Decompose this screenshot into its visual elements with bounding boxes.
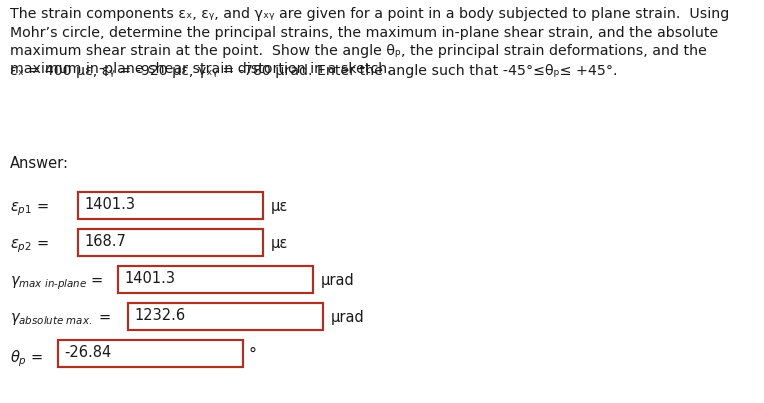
Text: maximum in-plane shear strain distortion in a sketch.: maximum in-plane shear strain distortion… [10, 62, 392, 77]
Text: μrad: μrad [331, 310, 364, 325]
Text: $\theta_{p}$ =: $\theta_{p}$ = [10, 348, 44, 369]
Text: Mohr’s circle, determine the principal strains, the maximum in-plane shear strai: Mohr’s circle, determine the principal s… [10, 25, 718, 39]
Text: -26.84: -26.84 [64, 345, 112, 360]
Text: °: ° [249, 347, 257, 362]
Text: 1401.3: 1401.3 [124, 271, 175, 286]
Text: maximum shear strain at the point.  Show the angle θₚ, the principal strain defo: maximum shear strain at the point. Show … [10, 44, 707, 58]
Text: με: με [271, 199, 288, 214]
Text: 1401.3: 1401.3 [84, 197, 135, 212]
Text: $\gamma_{max\ in\text{-}plane}$ =: $\gamma_{max\ in\text{-}plane}$ = [10, 274, 103, 292]
Text: 168.7: 168.7 [84, 234, 126, 249]
Text: $\varepsilon_{p2}$ =: $\varepsilon_{p2}$ = [10, 237, 49, 255]
Text: μrad: μrad [321, 273, 354, 288]
Text: 1232.6: 1232.6 [134, 308, 185, 323]
Text: με: με [271, 236, 288, 251]
Text: The strain components εₓ, εᵧ, and γₓᵧ are given for a point in a body subjected : The strain components εₓ, εᵧ, and γₓᵧ ar… [10, 7, 730, 21]
Text: εₓ = 400 με, εᵧ = -920 με, γₓᵧ = -780 μrad. Enter the angle such that -45°≤θₚ≤ +: εₓ = 400 με, εᵧ = -920 με, γₓᵧ = -780 μr… [10, 64, 617, 79]
Text: Answer:: Answer: [10, 156, 69, 171]
Text: $\varepsilon_{p1}$ =: $\varepsilon_{p1}$ = [10, 200, 49, 218]
Text: $\gamma_{absolute\ max.}$ =: $\gamma_{absolute\ max.}$ = [10, 311, 112, 327]
